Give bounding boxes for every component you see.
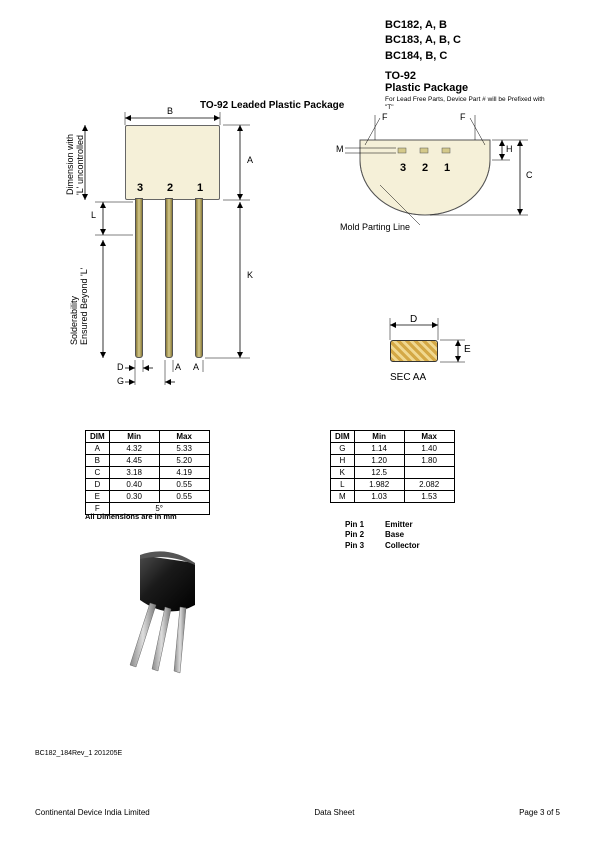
vlabel-solder: Ensured Beyond 'L' (79, 268, 89, 346)
pin-label: 1 (197, 182, 203, 194)
part-number: BC182, A, B (385, 18, 545, 33)
dim-e: E (464, 344, 471, 355)
pin-label: 1 (444, 162, 450, 174)
table-row: L1.9822.082 (331, 479, 455, 491)
dim-f: F (460, 112, 466, 122)
pin-num: Pin 1 (345, 520, 385, 530)
dim-g: G (117, 376, 124, 386)
table-note: All Dimensions are in mm (85, 512, 177, 521)
package-code: TO-92 (385, 70, 545, 82)
dim-a-cut: A (175, 362, 181, 372)
table-row: C3.184.19 (86, 467, 210, 479)
col-header: Min (354, 431, 404, 443)
package-name: Plastic Package (385, 82, 545, 94)
table-row: A4.325.33 (86, 443, 210, 455)
dimensions-table-right: DIM Min Max G1.141.40H1.201.80K12.5L1.98… (330, 430, 455, 503)
dim-l: L (91, 210, 96, 220)
footer-company: Continental Device India Limited (35, 808, 150, 817)
page-footer: Continental Device India Limited Data Sh… (35, 808, 560, 817)
dim-k: K (247, 270, 253, 280)
pin-assignment: Pin 1Emitter Pin 2Base Pin 3Collector (345, 520, 420, 551)
table-row: B4.455.20 (86, 455, 210, 467)
col-header: DIM (331, 431, 355, 443)
pin-label: 2 (167, 182, 173, 194)
vlabel-dim: 'L' uncontrolled (75, 135, 85, 195)
section-aa-diagram: D E SEC AA (370, 300, 500, 400)
pin-label: 3 (400, 162, 406, 174)
vlabel-dim: Dimension with (65, 134, 75, 195)
pin-num: Pin 3 (345, 541, 385, 551)
pin-label: 3 (137, 182, 143, 194)
pin-func: Collector (385, 541, 420, 550)
table-row: G1.141.40 (331, 443, 455, 455)
front-view-diagram: 3 2 1 B A L K D G A A Dimension with 'L'… (55, 110, 285, 390)
col-header: Max (404, 431, 454, 443)
revision-note: BC182_184Rev_1 201205E (35, 750, 122, 757)
dim-d: D (410, 314, 417, 325)
dim-a: A (247, 155, 253, 165)
section-label: SEC AA (390, 372, 426, 383)
dim-d: D (117, 362, 124, 372)
dim-m: M (336, 144, 344, 154)
lead-cross-section (390, 340, 438, 362)
pin-num: Pin 2 (345, 530, 385, 540)
col-header: DIM (86, 431, 110, 443)
table-row: D0.400.55 (86, 479, 210, 491)
part-number: BC183, A, B, C (385, 33, 545, 48)
pin-func: Base (385, 530, 404, 539)
table-row: E0.300.55 (86, 491, 210, 503)
col-header: Max (159, 431, 209, 443)
footer-doctype: Data Sheet (314, 808, 354, 817)
table-row: M1.031.53 (331, 491, 455, 503)
table-row: K12.5 (331, 467, 455, 479)
table-row: H1.201.80 (331, 455, 455, 467)
footer-page: Page 3 of 5 (519, 808, 560, 817)
dim-a-cut2: A (193, 362, 199, 372)
dim-f: F (382, 112, 388, 122)
pin-label: 2 (422, 162, 428, 174)
part-number: BC184, B, C (385, 49, 545, 64)
col-header: Min (109, 431, 159, 443)
top-view-diagram: F F M H C 3 2 1 Mold Parting Line (320, 110, 550, 230)
dimensions-table-left: DIM Min Max A4.325.33B4.455.20C3.184.19D… (85, 430, 210, 515)
mold-parting-label: Mold Parting Line (340, 222, 410, 232)
dim-c: C (526, 170, 533, 180)
dim-h: H (506, 144, 513, 154)
vlabel-solder: Solderability (69, 296, 79, 345)
dim-b: B (167, 106, 173, 116)
package-3d-render (110, 545, 230, 675)
header-block: BC182, A, B BC183, A, B, C BC184, B, C T… (385, 18, 545, 112)
pin-func: Emitter (385, 520, 413, 529)
